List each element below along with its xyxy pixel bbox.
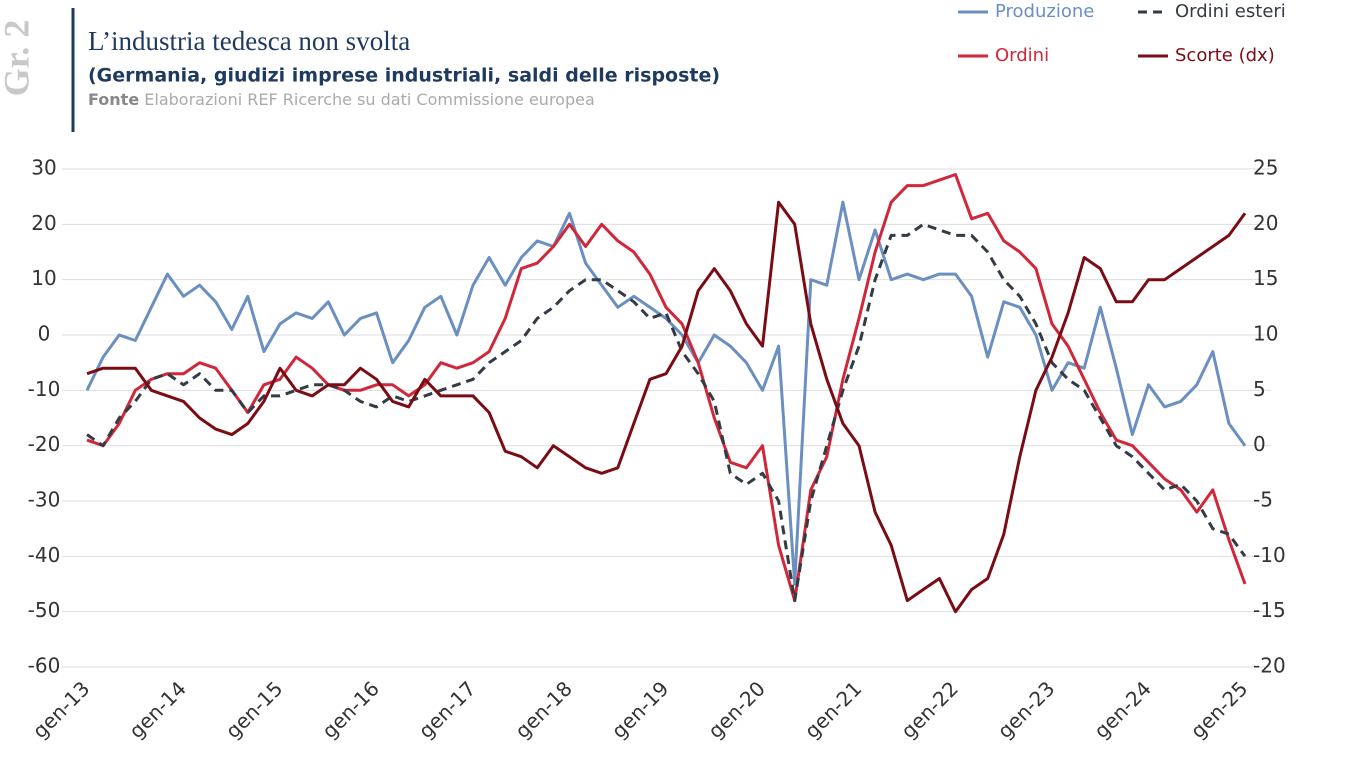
series-line — [85, 200, 1247, 586]
y2-tick-label: 0 — [1253, 432, 1266, 456]
chart-subtitle: (Germania, giudizi imprese industriali, … — [88, 65, 720, 87]
source-text: Elaborazioni REF Ricerche su dati Commis… — [144, 90, 595, 109]
y2-tick-label: 25 — [1253, 156, 1278, 180]
panel-label: Gr. 2 — [0, 20, 36, 97]
source: Fonte Elaborazioni REF Ricerche su dati … — [88, 90, 595, 109]
source-label: Fonte — [88, 90, 139, 109]
y2-tick-label: 5 — [1253, 377, 1266, 401]
y-tick-label: -10 — [28, 377, 61, 401]
x-tick-label: gen-17 — [414, 676, 481, 743]
y-tick-label: -40 — [28, 543, 61, 567]
x-tick-label: gen-21 — [800, 676, 867, 743]
y2-tick-label: 15 — [1253, 266, 1278, 290]
legend-label: Ordini — [995, 45, 1049, 66]
x-tick-label: gen-20 — [703, 676, 770, 743]
y-tick-label: -50 — [28, 598, 61, 622]
y2-tick-label: -15 — [1253, 598, 1286, 622]
y2-tick-label: 20 — [1253, 211, 1278, 235]
x-tick-label: gen-14 — [124, 676, 191, 743]
y2-tick-label: 10 — [1253, 322, 1278, 346]
y-tick-label: -20 — [28, 432, 61, 456]
series-line — [86, 173, 1247, 603]
x-tick-label: gen-25 — [1186, 676, 1253, 743]
x-tick-label: gen-24 — [1089, 676, 1156, 743]
legend-label: Ordini esteri — [1175, 1, 1286, 22]
x-tick-label: gen-18 — [510, 676, 577, 743]
y-tick-label: -60 — [28, 654, 61, 678]
y-tick-label: -30 — [28, 488, 61, 512]
y-tick-label: 0 — [38, 322, 51, 346]
series-line — [86, 200, 1247, 614]
y2-tick-label: -20 — [1253, 654, 1286, 678]
series-line — [86, 222, 1247, 603]
x-tick-label: gen-15 — [221, 676, 288, 743]
y-tick-label: 30 — [31, 156, 56, 180]
y2-tick-label: -5 — [1253, 488, 1273, 512]
y-tick-label: 10 — [31, 266, 56, 290]
x-tick-label: gen-13 — [28, 676, 95, 743]
y2-tick-label: -10 — [1253, 543, 1286, 567]
x-tick-label: gen-23 — [993, 676, 1060, 743]
legend-label: Produzione — [995, 1, 1094, 22]
x-tick-label: gen-19 — [607, 676, 674, 743]
x-tick-label: gen-16 — [317, 676, 384, 743]
chart-title: L’industria tedesca non svolta — [88, 26, 410, 56]
x-tick-label: gen-22 — [896, 676, 963, 743]
y-tick-label: 20 — [31, 211, 56, 235]
legend-label: Scorte (dx) — [1175, 45, 1275, 66]
